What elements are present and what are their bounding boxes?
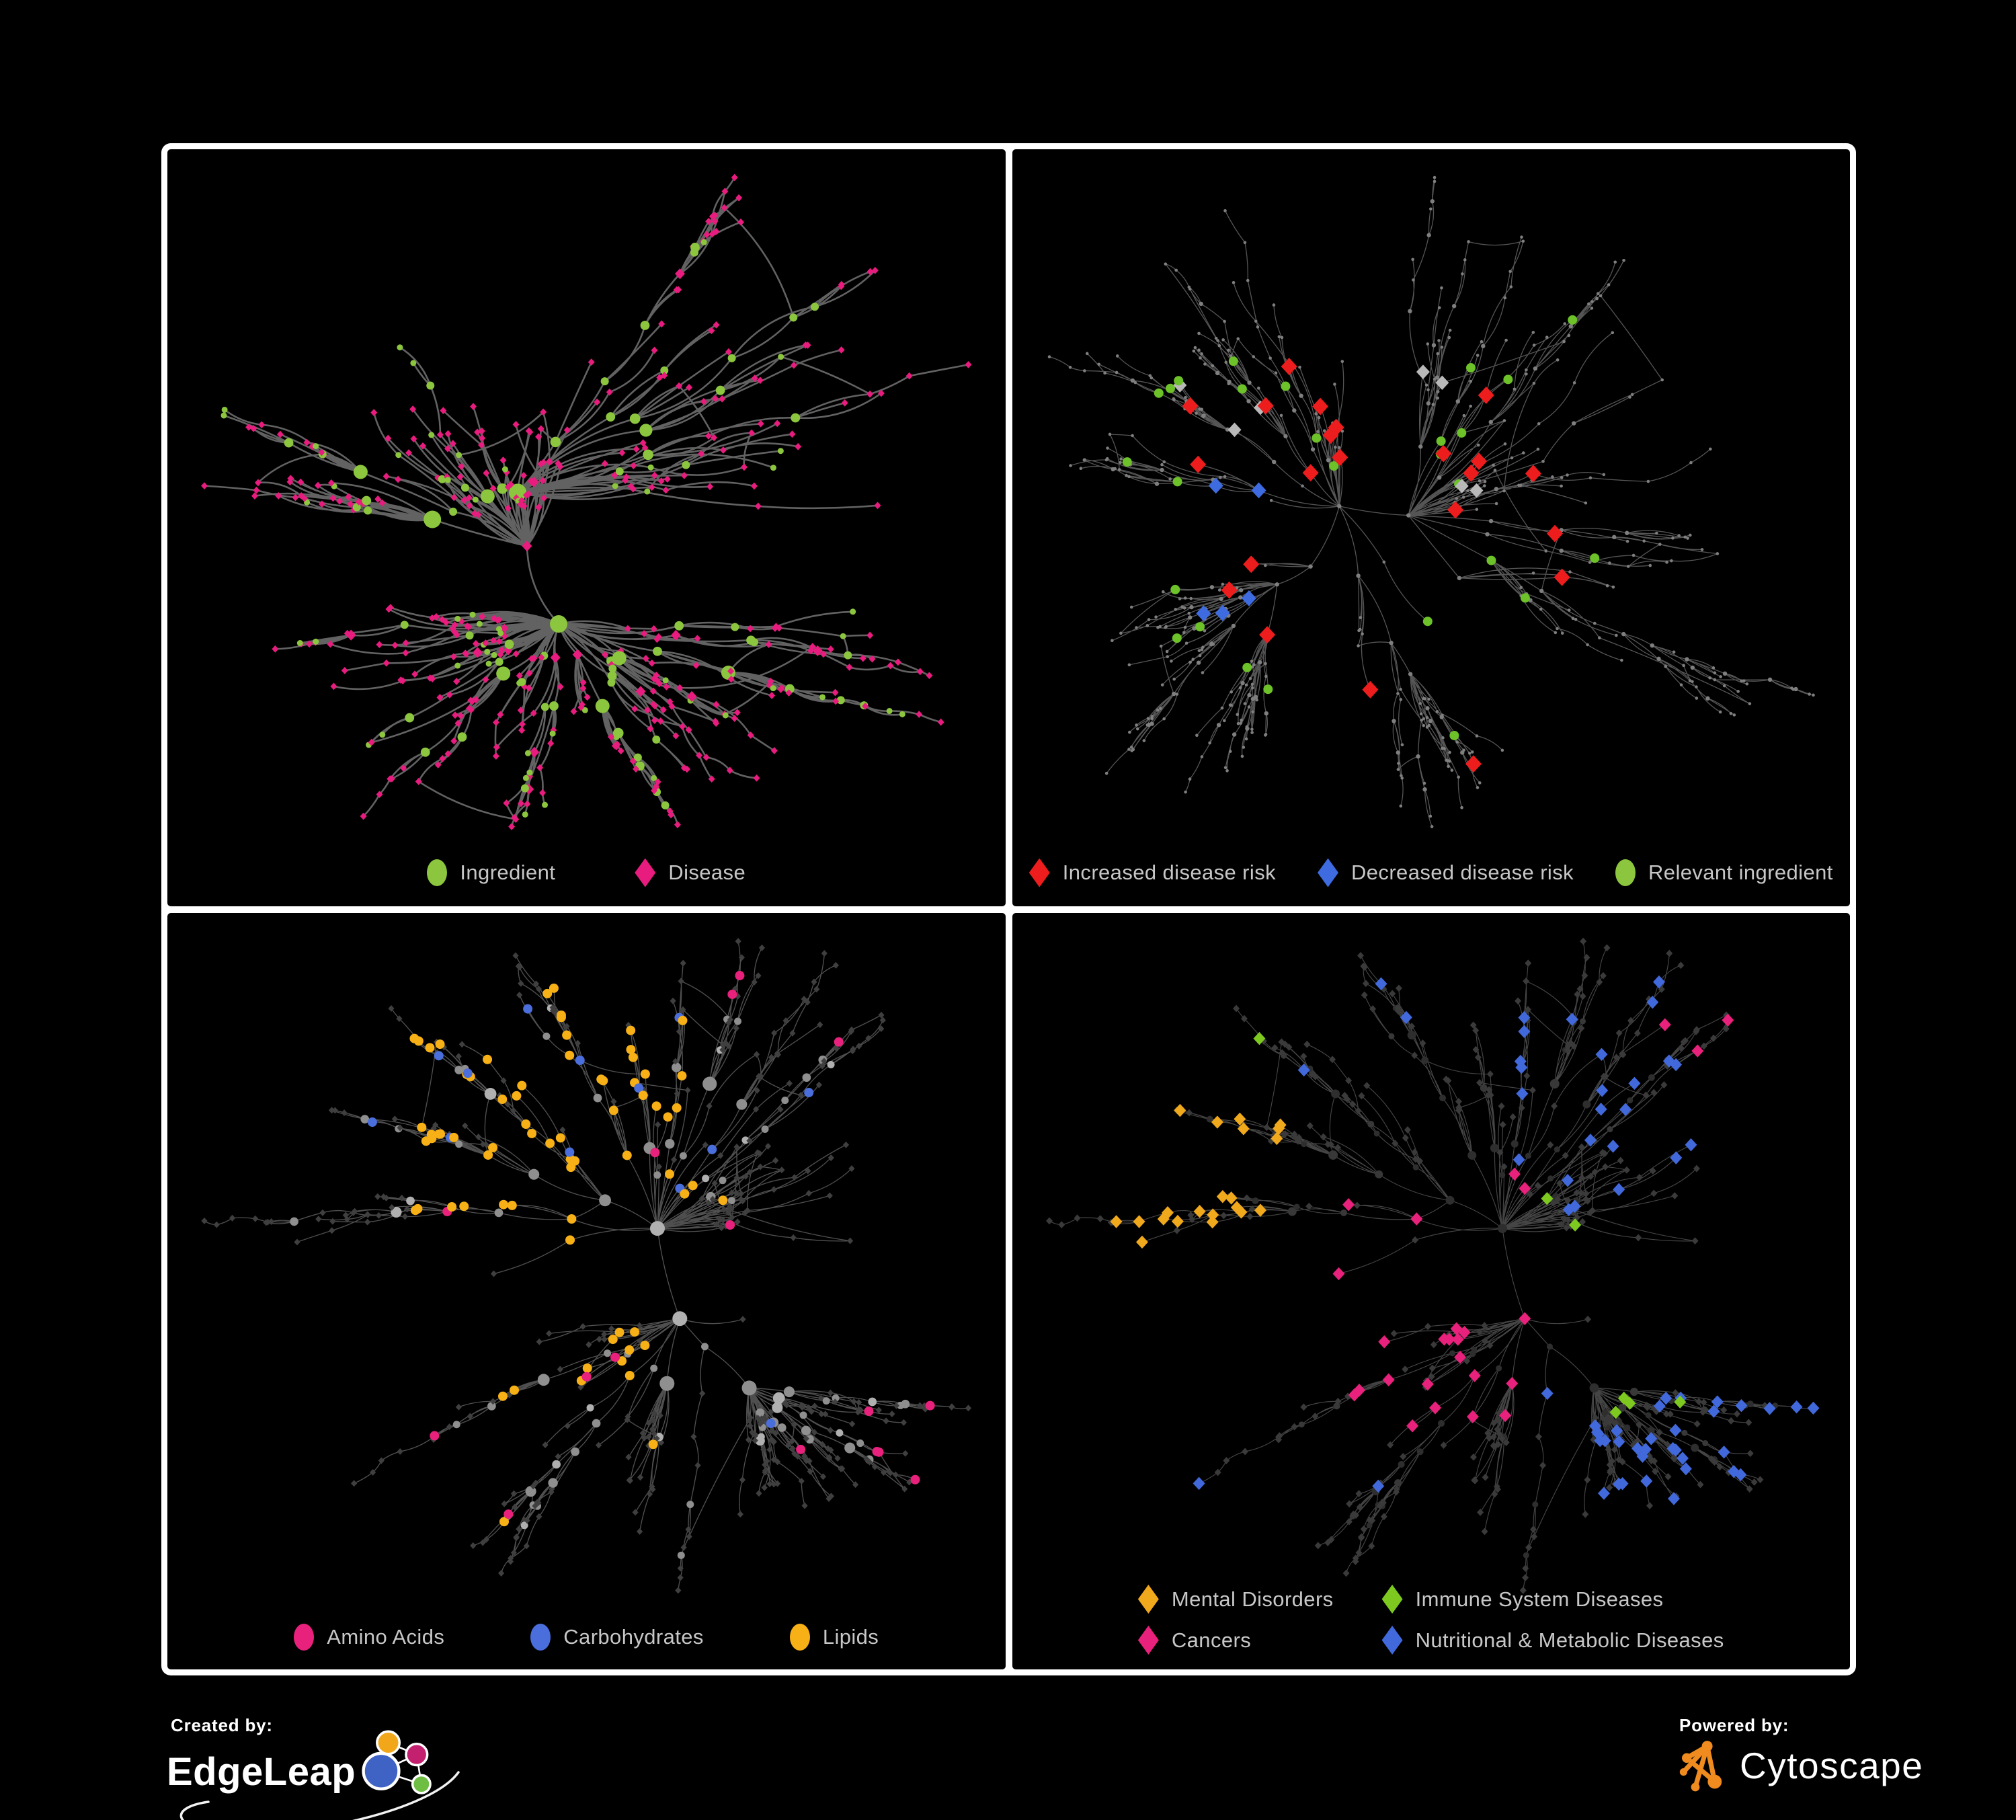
network-graph-disease-risk [1047,175,1815,828]
powered-by-block: Powered by: Cytoscape [1679,1715,1923,1792]
network-graph-disease-classes [1045,937,1819,1594]
created-by-block: Created by: EdgeLeap [167,1715,460,1820]
panel-ingredient-disease: Ingredient Disease [167,149,1006,906]
edgeleap-logo-icon [362,1730,432,1794]
cytoscape-logo-icon [1679,1741,1722,1792]
network-graph-ingredient-disease [201,173,972,830]
panel-disease-classes: Mental Disorders Immune System Diseases Ca… [1012,912,1850,1669]
panel-disease-risk: Increased disease risk Decreased disease … [1012,149,1850,906]
panels-grid: Ingredient Disease Increased disease risk… [161,143,1856,1675]
edgeleap-wordmark: EdgeLeap [167,1750,356,1794]
cytoscape-wordmark: Cytoscape [1740,1744,1924,1786]
network-graph-nutrient-classes [201,937,972,1593]
panel-nutrient-classes: Amino Acids Carbohydrates Lipids [167,912,1006,1669]
powered-by-label: Powered by: [1679,1715,1789,1735]
created-by-label: Created by: [171,1715,273,1735]
